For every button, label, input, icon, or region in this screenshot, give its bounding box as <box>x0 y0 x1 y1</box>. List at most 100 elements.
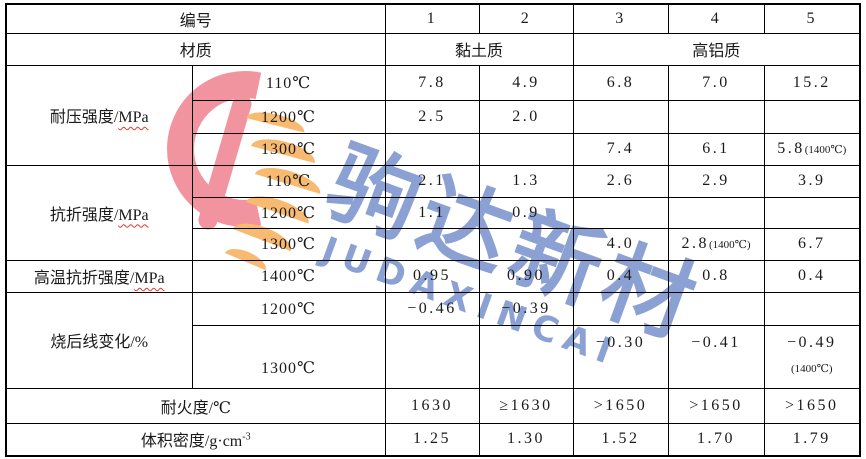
table-row: 1300℃ −0.30 −0.41 −0.49 (1400℃) <box>6 324 861 389</box>
value-cell: −0.49 (1400℃) <box>763 324 861 389</box>
value-cell <box>572 196 669 229</box>
row-label-flexural: 抗折强度/MPa <box>5 164 193 261</box>
row-label-compressive: 耐压强度/MPa <box>5 64 193 166</box>
value-cell: 2.5 <box>384 99 480 134</box>
value-cell: −0.39 <box>478 291 574 326</box>
value-cell: 1.70 <box>667 422 765 457</box>
table-row: 1300℃ 4.0 2.8(1400℃) 6.7 <box>6 227 861 261</box>
row-label-hot-flexural: 高温抗折强度/MPa <box>5 259 193 293</box>
table-row: 耐压强度/MPa 110℃ 7.8 4.9 6.8 7.0 15.2 <box>5 64 861 166</box>
label-text: 高温抗折强度/ <box>33 270 135 287</box>
sample-id: 2 <box>478 3 574 34</box>
material-high-alumina: 高铝质 <box>572 32 861 66</box>
value-cell: 7.8 <box>384 64 480 101</box>
spec-table: 编号 1 2 3 4 5 材质 黏土质 高铝质 耐压强度/MPa 110℃ 7.… <box>5 3 862 457</box>
value-cell: 1.3 <box>478 164 574 198</box>
value-cell <box>478 324 574 389</box>
value-cell: 0.9 <box>478 196 574 229</box>
table-row: 1200℃ 2.5 2.0 <box>6 99 861 134</box>
value-cell: 15.2 <box>763 64 861 101</box>
value-cell: >1650 <box>667 387 765 424</box>
value-cell: 1.1 <box>384 196 480 229</box>
label-text: 体积密度/g·cm <box>140 433 243 451</box>
row-label-refractoriness: 耐火度/℃ <box>5 387 386 424</box>
temp-cell: 1200℃ <box>191 291 386 326</box>
value-note: (1400℃) <box>708 239 751 251</box>
value-text: −0.49 <box>787 334 837 351</box>
sample-id: 4 <box>667 3 765 34</box>
label-superscript: -3 <box>242 431 251 443</box>
value-cell: −0.41 <box>667 324 765 389</box>
temp-cell: 110℃ <box>191 164 386 198</box>
value-cell: 0.95 <box>384 259 480 293</box>
temp-cell: 1300℃ <box>191 227 386 261</box>
value-cell <box>478 132 574 166</box>
value-cell: 0.4 <box>572 259 669 293</box>
row-label-linear-change: 烧后线变化/% <box>5 291 193 389</box>
value-cell: 1.79 <box>763 422 861 457</box>
temp-cell: 1400℃ <box>191 259 386 293</box>
temp-cell: 110℃ <box>191 64 386 101</box>
table-row: 1300℃ 7.4 6.1 5.8(1400℃) <box>6 132 861 166</box>
value-cell: 2.9 <box>667 164 765 198</box>
value-cell <box>763 291 861 326</box>
label-text: 耐压强度/ <box>49 109 119 126</box>
value-cell <box>478 227 574 261</box>
value-cell: 0.90 <box>478 259 574 293</box>
value-cell: 0.8 <box>667 259 765 293</box>
value-cell: 6.1 <box>667 132 765 166</box>
value-cell <box>763 196 861 229</box>
value-cell: 2.1 <box>384 164 480 198</box>
value-cell: 7.4 <box>572 132 669 166</box>
temp-cell: 1200℃ <box>191 99 386 134</box>
value-cell: 1630 <box>384 387 480 424</box>
value-cell <box>384 324 480 389</box>
value-cell: 4.0 <box>572 227 669 261</box>
value-text: −0.30 <box>595 334 646 351</box>
value-cell: 6.8 <box>572 64 669 101</box>
value-cell <box>384 132 480 166</box>
value-cell: −0.46 <box>384 291 480 326</box>
table-row: 1200℃ 1.1 0.9 <box>6 196 861 229</box>
value-cell <box>572 99 669 134</box>
value-cell <box>667 291 765 326</box>
value-cell: 0.4 <box>763 259 861 293</box>
value-cell: 2.0 <box>478 99 574 134</box>
label-unit: MPa <box>118 206 149 224</box>
label-text: 抗折强度/ <box>49 206 119 224</box>
value-cell: 3.9 <box>763 164 861 198</box>
value-cell: 4.9 <box>478 64 574 101</box>
value-text: 2.8 <box>681 235 709 252</box>
row-label-density: 体积密度/g·cm-3 <box>5 422 386 457</box>
value-cell: >1650 <box>572 387 669 424</box>
table-row: 高温抗折强度/MPa 1400℃ 0.95 0.90 0.4 0.8 0.4 <box>5 259 861 293</box>
table-row: 耐火度/℃ 1630 ≥1630 >1650 >1650 >1650 <box>5 387 861 424</box>
table-row: 材质 黏土质 高铝质 <box>5 32 861 66</box>
material-clay: 黏土质 <box>384 32 574 66</box>
sample-id: 3 <box>572 3 669 34</box>
value-cell <box>763 99 861 134</box>
table-row: 编号 1 2 3 4 5 <box>5 3 861 34</box>
label-unit: MPa <box>134 270 165 287</box>
table-row: 体积密度/g·cm-3 1.25 1.30 1.52 1.70 1.79 <box>5 422 861 457</box>
table-row: 烧后线变化/% 1200℃ −0.46 −0.39 <box>5 291 861 389</box>
value-note: (1400℃) <box>804 144 847 156</box>
value-cell: 1.52 <box>572 422 669 457</box>
value-cell: 1.30 <box>478 422 574 457</box>
value-cell: 7.0 <box>667 64 765 101</box>
value-cell: −0.30 <box>572 324 669 389</box>
temp-cell: 1300℃ <box>191 324 386 389</box>
header-id-label: 编号 <box>5 3 386 34</box>
value-cell <box>667 196 765 229</box>
value-cell: 5.8(1400℃) <box>763 132 861 166</box>
value-note: (1400℃) <box>790 363 833 375</box>
value-cell: 1.25 <box>384 422 480 457</box>
label-unit: MPa <box>118 109 149 126</box>
value-cell: 2.6 <box>572 164 669 198</box>
temp-text: 1300℃ <box>261 360 316 377</box>
value-cell: >1650 <box>763 387 861 424</box>
value-text: 5.8 <box>777 140 805 157</box>
value-cell: 2.8(1400℃) <box>667 227 765 261</box>
temp-cell: 1200℃ <box>191 196 386 229</box>
